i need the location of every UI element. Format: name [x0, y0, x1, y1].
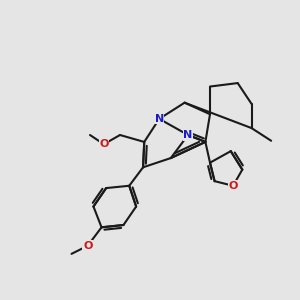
Text: N: N — [154, 114, 164, 124]
Text: O: O — [228, 181, 238, 191]
Text: N: N — [184, 130, 193, 140]
Text: O: O — [83, 241, 92, 251]
Text: O: O — [99, 139, 109, 149]
